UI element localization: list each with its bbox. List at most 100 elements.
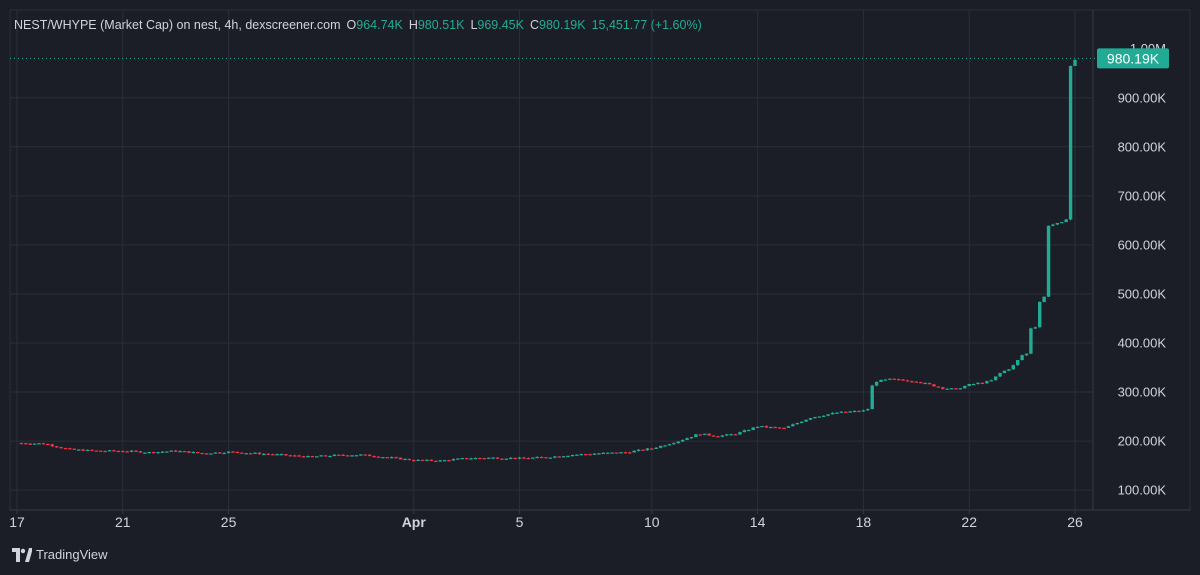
candle-body [1073,59,1077,66]
legend-close-value: 980.19K [539,18,586,32]
candle-body [350,455,354,457]
candle-body [319,455,323,457]
candle-body [738,432,742,435]
x-tick-label: 17 [9,514,25,530]
candle-body [689,437,694,439]
candle-body [394,457,398,459]
candle-body [50,444,54,447]
candle-body [769,426,773,429]
candle-body [191,452,196,454]
candle-body [460,458,464,460]
candle-body [156,451,160,454]
candle-body [54,446,59,448]
candle-body [949,388,954,390]
candle-body [284,454,288,456]
candle-body [976,382,980,385]
candle-body [813,416,817,419]
legend-open-value: 964.74K [356,18,403,32]
candle-body [575,454,579,456]
candle-body [826,414,830,416]
candle-body [420,459,425,462]
candle-body [531,457,535,459]
candle-body [993,376,998,381]
candle-body [923,382,927,385]
candle-body [1042,296,1046,302]
candle-body [328,455,332,458]
last-price-label: 980.19K [1107,50,1160,66]
candle-body [764,426,769,428]
candle-body [213,452,218,454]
candle-body [293,455,297,457]
candle-body [680,439,685,442]
candle-body [473,457,478,460]
candle-body [1024,353,1029,356]
candle-body [1029,328,1033,354]
candle-body [799,421,804,423]
candle-body [297,455,301,457]
candle-body [447,460,451,462]
candle-body [711,435,716,437]
candle-body [817,416,822,418]
brand-name: TradingView [36,547,108,562]
candle-body [367,454,372,457]
candle-body [698,434,702,436]
candle-body [628,452,632,454]
candle-body [914,381,918,383]
candle-body [187,451,191,453]
candle-body [601,452,606,454]
candle-body [707,433,711,436]
candle-body [315,456,319,458]
x-tick-label: 14 [750,514,766,530]
x-tick-label: 22 [961,514,977,530]
candle-body [870,385,874,410]
x-tick-label: 10 [644,514,660,530]
candle-body [777,427,782,429]
legend-close-label: C [529,18,539,32]
x-tick-label: 26 [1067,514,1083,530]
candle-body [561,456,566,458]
candle-body [332,454,337,456]
candle-body [85,449,90,452]
candle-body [270,454,275,456]
legend-high-value: 980.51K [417,18,465,32]
candle-body [165,451,169,453]
candle-body [650,448,654,450]
candle-body [852,410,857,413]
candle-body [773,426,777,429]
candle-body [174,450,178,452]
candle-body [372,456,376,458]
legend-symbol: NEST/WHYPE (Market Cap) on nest, 4h, dex… [14,18,341,32]
candle-body [592,453,597,455]
candle-body [107,450,112,452]
chart-frame [9,9,1191,511]
candle-body [1068,65,1073,220]
candle-body [500,458,504,460]
candle-body [279,454,284,456]
candle-body [1011,365,1015,370]
candle-body [28,443,32,445]
candle-body [491,457,495,459]
candle-body [226,451,231,453]
candle-body [456,458,460,460]
candle-body [381,457,385,459]
candle-body [134,450,138,452]
y-tick-label: 700.00K [1118,188,1167,203]
candle-body [231,451,235,453]
candle-body [879,379,883,382]
candle-body [37,443,41,445]
candle-body [1060,222,1064,224]
candle-body [94,450,99,452]
candle-body [958,388,963,390]
candle-body [337,454,341,456]
tradingview-icon [12,547,32,562]
candle-body [566,455,570,458]
candle-body [720,435,725,437]
candle-body [667,444,672,446]
y-tick-label: 300.00K [1118,385,1167,400]
y-tick-label: 200.00K [1118,434,1167,449]
candle-body [786,426,791,428]
candle-body [407,458,412,461]
tradingview-logo[interactable]: TradingView [12,547,108,562]
